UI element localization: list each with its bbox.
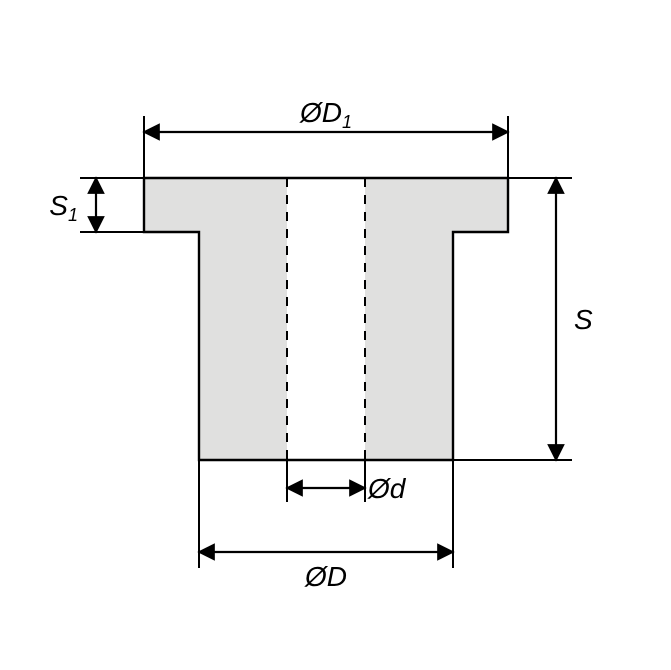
label-D: ØD	[304, 561, 347, 592]
label-d: Ød	[367, 473, 407, 504]
label-D1: ØD1	[299, 97, 352, 132]
label-S: S	[574, 304, 593, 335]
bushing-cross-section-diagram: ØD1 S1 S Ød ØD	[0, 0, 671, 670]
section-right	[365, 178, 508, 460]
label-S1: S1	[49, 190, 78, 225]
section-left	[144, 178, 287, 460]
